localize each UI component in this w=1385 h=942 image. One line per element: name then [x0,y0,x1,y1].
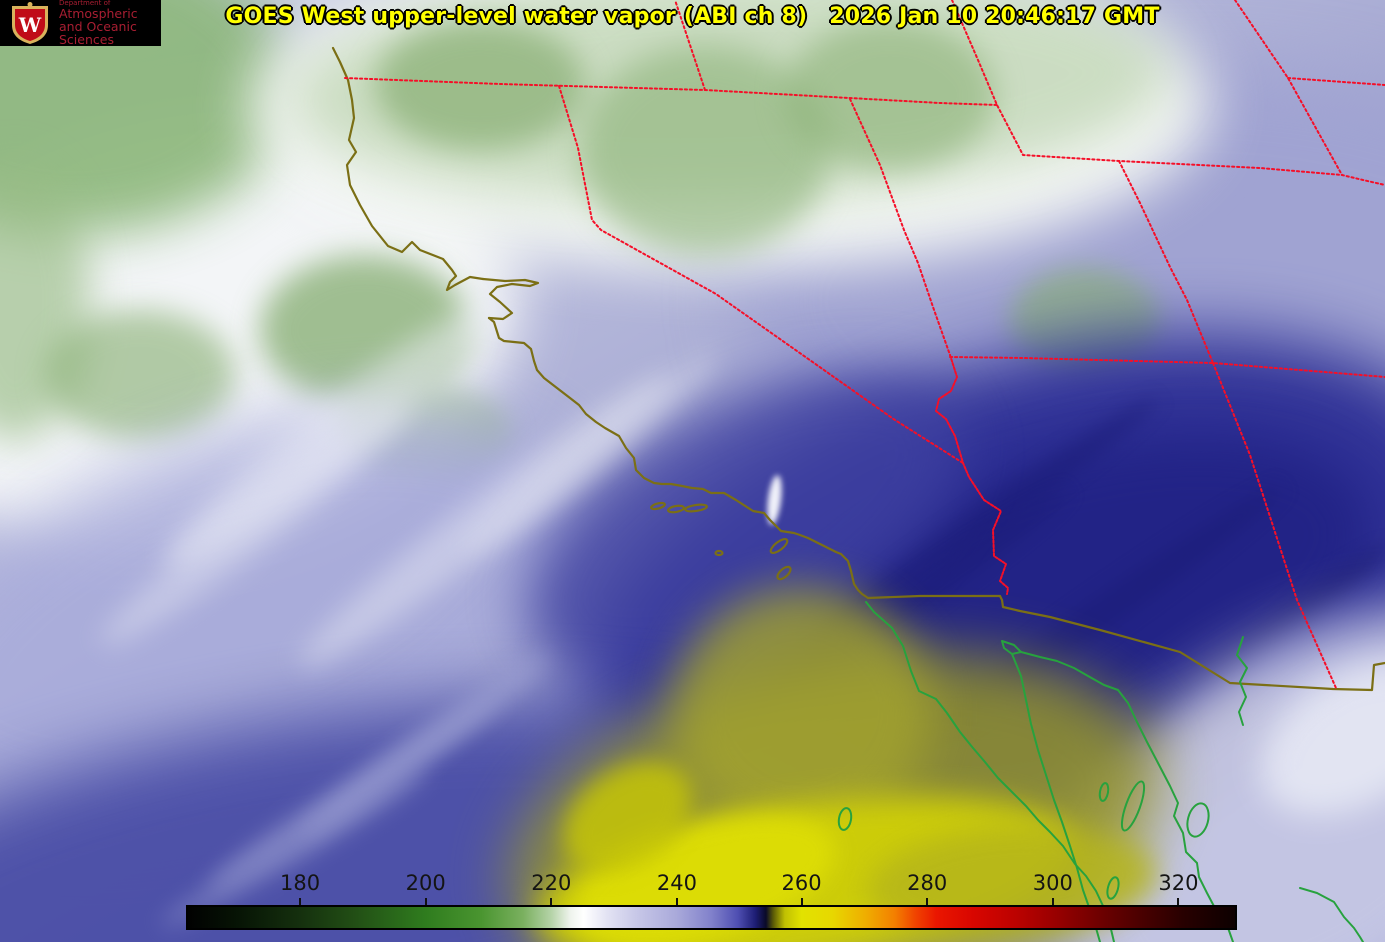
channel-islands [650,501,792,581]
colorbar-tick [424,898,427,905]
colorbar-tick-label: 200 [405,871,446,895]
logo-text: Department of Atmospheric and Oceanic Sc… [59,0,161,46]
colorbar-tick [550,898,553,905]
sonora-coast-southeast [1299,887,1364,942]
sonora-river [1236,636,1248,726]
colorbar-tick-label: 320 [1158,871,1199,895]
product-name: GOES West upper-level water vapor (ABI c… [225,4,808,29]
state-border-42n [344,77,998,106]
colorbar-tick-label: 280 [907,871,948,895]
baja-gulf-coastline [1011,653,1101,942]
cedros-island [837,807,853,831]
state-border-nevada-utah [849,98,951,356]
us-mexico-border [866,594,1385,692]
temperature-colorbar: 180 200 220 240 260 280 300 320 [186,871,1237,930]
uw-aos-logo: W Department of Atmospheric and Oceanic … [0,0,161,46]
colorbar-tick-label: 300 [1032,871,1073,895]
wv-blob [45,310,235,440]
logo-dept-line: Department of [59,0,111,7]
logo-line1: Atmospheric [59,5,138,21]
colorbar-tick-label: 260 [781,871,822,895]
baja-pacific-coastline [865,601,1115,942]
colorado-river-delta [1001,640,1022,655]
colorbar-tick [1051,898,1054,905]
colorbar-tick-label: 220 [531,871,572,895]
colorbar-tick [299,898,302,905]
california-coastline [331,46,485,292]
image-title: GOES West upper-level water vapor (ABI c… [0,4,1385,29]
state-border-arizona-newmexico [1212,362,1337,689]
colorbar-tick [1177,898,1180,905]
colorbar-tick [800,898,803,905]
colorbar-tick [926,898,929,905]
gulf-islands [1098,780,1210,900]
timestamp: 2026 Jan 10 20:46:17 GMT [829,4,1160,29]
state-border-california-nevada [558,85,964,464]
logo-line2: and Oceanic Sciences [59,19,137,48]
colorbar-tick-label: 180 [279,871,321,895]
colorbar-tick-label: 240 [656,871,697,895]
state-border-oregon-idaho [674,0,706,91]
uw-monogram: W [18,13,42,37]
central-socal-coastline [487,316,870,600]
uw-crest-icon: W [12,2,48,44]
colorbar-tick [675,898,678,905]
colorado-river-border [935,354,1009,595]
wv-blob [785,20,995,170]
state-border-37n [949,356,1385,378]
state-border-top-right [1287,77,1385,86]
state-border-utah-colorado [1118,160,1214,364]
sf-bay-outline [481,277,540,321]
sonora-gulf-coastline [1020,651,1234,942]
